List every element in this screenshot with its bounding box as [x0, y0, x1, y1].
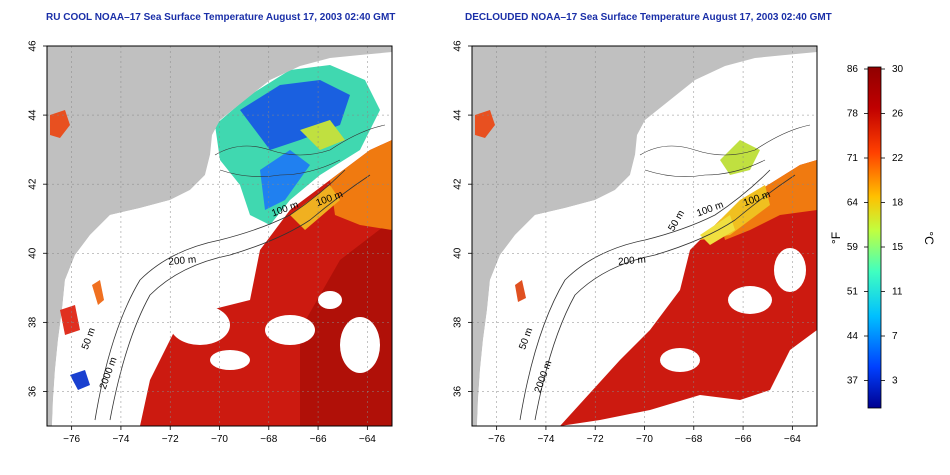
- y-tick-label: 44: [28, 109, 39, 121]
- colorbar-f-tick-label: 37: [847, 376, 859, 387]
- fahrenheit-axis-label: °F: [829, 232, 843, 244]
- y-tick-label: 38: [453, 316, 464, 328]
- colorbar-c-tick-label: 3: [892, 376, 898, 387]
- gulfstream-core: [300, 220, 392, 426]
- colorbar-c-tick-label: 22: [892, 153, 904, 164]
- colorbar-c-tick-label: 7: [892, 331, 898, 342]
- y-tick-label: 46: [453, 40, 464, 52]
- colorbar-c-tick-label: 26: [892, 109, 904, 120]
- colorbar-f-tick-label: 86: [847, 64, 859, 75]
- colorbar-ticks: 86 78 71 64 59 51 44 37 30 26 22 18 15 11 7 3: [847, 64, 904, 387]
- x-tick-label: −64: [784, 434, 801, 445]
- contour-label: 200 m: [618, 254, 647, 267]
- warm-front: [330, 140, 392, 230]
- colorbar-f-tick-label: 64: [847, 198, 859, 209]
- colorbar-c-tick-label: 15: [892, 242, 904, 253]
- x-tick-label: −68: [260, 434, 277, 445]
- y-tick-label: 40: [28, 247, 39, 259]
- colorbar-f-tick-label: 59: [847, 242, 859, 253]
- colorbar-c-tick-label: 18: [892, 198, 904, 209]
- x-tick-label: −74: [537, 434, 554, 445]
- x-tick-label: −72: [587, 434, 604, 445]
- y-tick-label: 38: [28, 316, 39, 328]
- map-frame: [46, 45, 393, 427]
- x-tick-label: −70: [211, 434, 228, 445]
- x-tick-label: −68: [685, 434, 702, 445]
- y-tick-label: 36: [28, 385, 39, 397]
- x-tick-label: −76: [63, 434, 80, 445]
- x-tick-label: −66: [735, 434, 752, 445]
- colorbar-f-tick-label: 78: [847, 109, 859, 120]
- celsius-axis-label: °C: [922, 231, 936, 245]
- y-tick-label: 44: [453, 109, 464, 121]
- y-tick-label: 40: [453, 247, 464, 259]
- left-panel-title: RU COOL NOAA–17 Sea Surface Temperature …: [46, 12, 396, 23]
- colorbar-f-tick-label: 51: [847, 287, 859, 298]
- right-panel-title: DECLOUDED NOAA–17 Sea Surface Temperatur…: [465, 12, 832, 23]
- colorbar-c-tick-label: 11: [892, 287, 903, 298]
- colorbar: [867, 66, 882, 409]
- land-mass: [472, 46, 817, 426]
- y-tick-label: 36: [453, 385, 464, 397]
- land-mass: [47, 46, 392, 426]
- x-tick-label: −74: [112, 434, 129, 445]
- y-tick-label: 46: [28, 40, 39, 52]
- colorbar-f-tick-label: 44: [847, 331, 859, 342]
- x-tick-label: −76: [488, 434, 505, 445]
- contour-label: 200 m: [168, 254, 197, 267]
- x-tick-label: −72: [162, 434, 179, 445]
- x-tick-label: −66: [310, 434, 327, 445]
- x-tick-label: −70: [636, 434, 653, 445]
- colorbar-c-tick-label: 30: [892, 64, 904, 75]
- map-frame: [471, 45, 818, 427]
- colorbar-f-tick-label: 71: [847, 153, 859, 164]
- x-tick-label: −64: [359, 434, 376, 445]
- y-tick-label: 42: [453, 178, 464, 190]
- y-tick-label: 42: [28, 178, 39, 190]
